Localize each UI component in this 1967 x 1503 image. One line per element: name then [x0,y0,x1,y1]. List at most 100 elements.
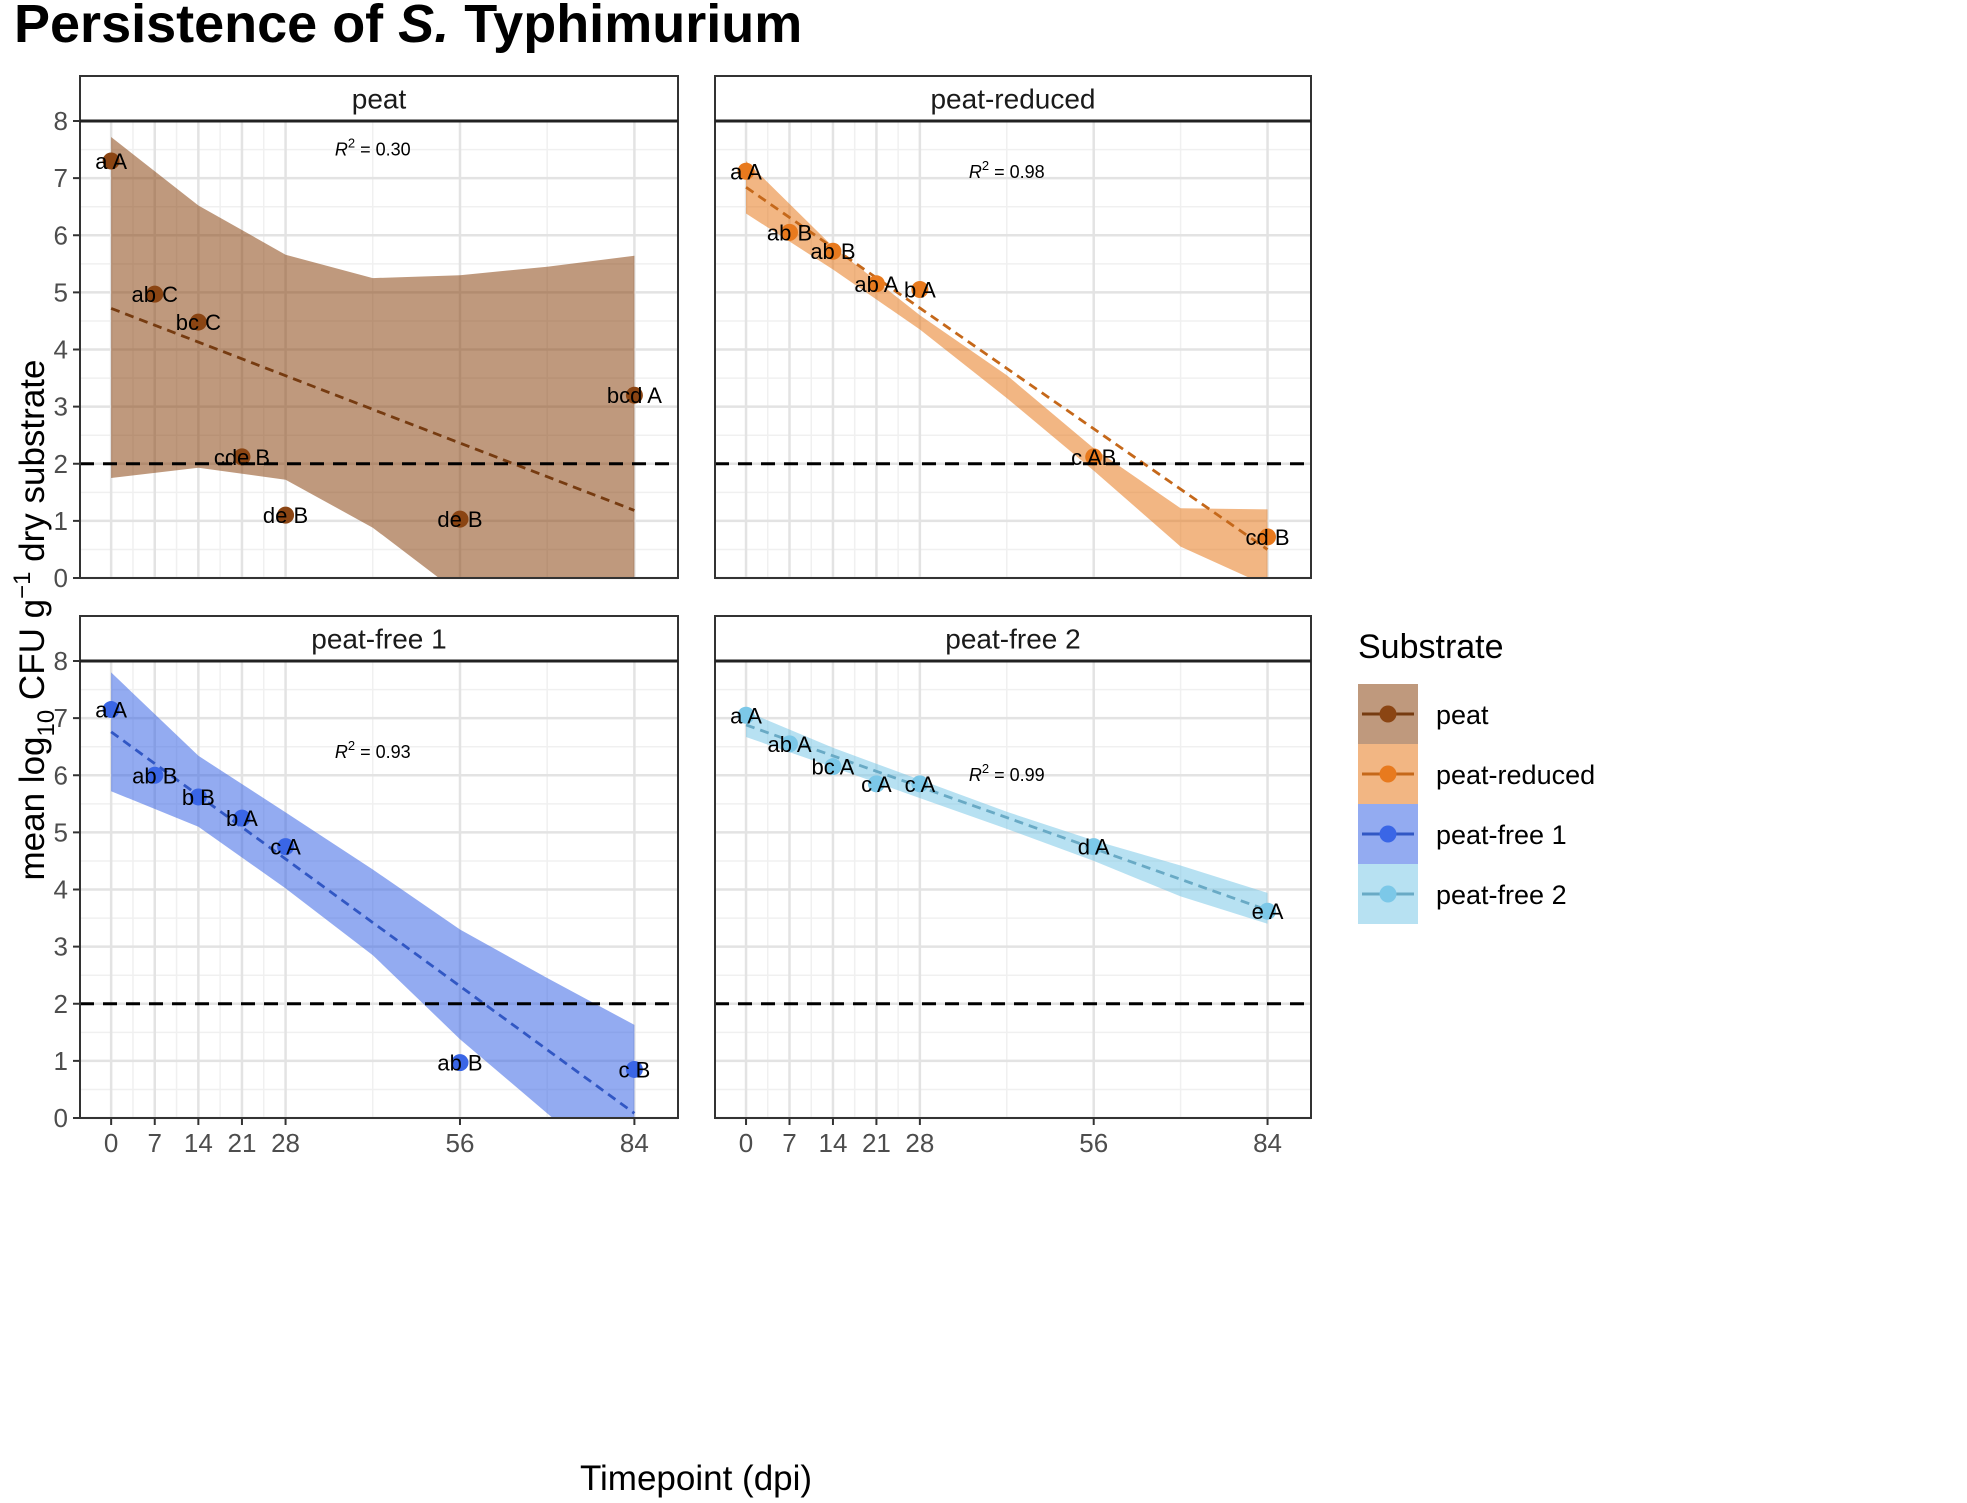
point-label: ab A [767,732,811,757]
x-tick-label: 28 [271,1128,300,1158]
confidence-band [111,672,635,1118]
y-tick-label: 8 [54,106,68,136]
point-label: d A [1078,835,1110,860]
regression-line [745,723,1269,912]
point-label: c A [861,772,892,797]
y-tick-label: 7 [54,163,68,193]
legend-label: peat-reduced [1436,760,1595,790]
data-point [911,775,929,793]
data-point [824,758,842,776]
legend-title: Substrate [1358,628,1504,666]
data-point [1085,838,1103,856]
data-point [1085,448,1103,466]
y-tick-label: 4 [54,335,68,365]
y-axis-title-part: mean log [13,737,52,881]
point-label: a A [730,159,762,184]
point-label: de B [263,503,308,528]
legend-label: peat-free 2 [1436,880,1567,910]
data-point [277,838,295,856]
r-squared-label: R2 = 0.99 [969,761,1045,785]
point-label: a A [95,149,127,174]
x-tick-label: 28 [905,1128,934,1158]
facet-strip-label: peat-free 1 [311,624,446,655]
x-tick-label: 84 [620,1128,649,1158]
data-point [102,152,120,170]
x-tick-label: 84 [1253,1128,1282,1158]
data-point [867,775,885,793]
facet-strip [79,615,679,662]
y-axis-title: mean log10 CFU g−1 dry substrate [9,360,60,881]
data-point [146,766,164,784]
point-label: b A [904,278,936,303]
point-label: ab B [810,239,855,264]
r-squared-label: R2 = 0.93 [335,738,411,762]
r-squared-symbol: R [969,162,982,182]
y-tick-label: 7 [54,703,68,733]
r-squared-symbol: R [335,139,348,159]
data-point [781,223,798,241]
point-label: a A [730,703,762,728]
point-label: bc A [812,755,855,780]
data-point [451,1054,469,1072]
point-label: b B [182,785,215,810]
y-tick-label: 8 [54,646,68,676]
data-point [737,162,755,180]
legend: Substrate peat peat-reduced peat-free 1 peat… [1358,628,1595,924]
r-squared-symbol: R [969,765,982,785]
regression-line [110,307,635,512]
legend-entry-peat-free-1: peat-free 1 [1358,804,1567,864]
point-label: ab C [132,282,179,307]
x-tick-label: 56 [446,1128,475,1158]
confidence-band [111,137,635,578]
x-tick-label: 7 [782,1128,796,1158]
facet-strip [714,615,1312,662]
data-point [1259,902,1277,920]
y-tick-label: 3 [54,932,68,962]
legend-entry-peat: peat [1358,684,1489,744]
point-label: bc C [176,310,221,335]
legend-key-point [1379,705,1397,723]
legend-key-point [1379,825,1397,843]
point-label: cd B [1246,525,1290,550]
legend-label: peat [1436,700,1489,730]
data-point [146,285,164,303]
r-squared-superscript: 2 [348,135,355,150]
x-tick-label: 0 [739,1128,753,1158]
y-tick-label: 6 [54,220,68,250]
data-point [1259,528,1277,546]
y-tick-label: 6 [54,760,68,790]
facet-strip-label: peat-free 2 [945,624,1080,655]
x-tick-label: 21 [227,1128,256,1158]
point-label: ab B [767,220,812,245]
panel-data-layer [737,706,1277,924]
y-tick-label: 1 [54,1046,68,1076]
point-label: ab B [132,763,177,788]
x-tick-label: 14 [818,1128,847,1158]
point-label: c AB [1071,445,1116,470]
facet-strip [79,75,679,122]
data-point [233,809,251,827]
x-tick-label: 14 [184,1128,213,1158]
point-label: c B [618,1057,650,1082]
legend-entry-peat-free-2: peat-free 2 [1358,864,1567,924]
panel-data-layer [102,137,643,578]
data-point [867,275,885,293]
x-tick-label: 56 [1079,1128,1108,1158]
panel-data-layer [737,161,1277,578]
y-tick-label: 0 [54,1103,68,1133]
panel-data-layer [102,672,643,1118]
data-point [102,701,120,719]
data-point [824,242,842,260]
r-squared-label: R2 = 0.98 [969,158,1045,182]
chart-title: Persistence of S. Typhimurium [14,0,802,54]
data-point [911,281,929,299]
legend-key-point [1379,885,1397,903]
legend-label: peat-free 1 [1436,820,1567,850]
facet-strip-label: peat-reduced [930,84,1095,115]
data-point [625,1060,643,1078]
point-label: bcd A [607,383,662,408]
